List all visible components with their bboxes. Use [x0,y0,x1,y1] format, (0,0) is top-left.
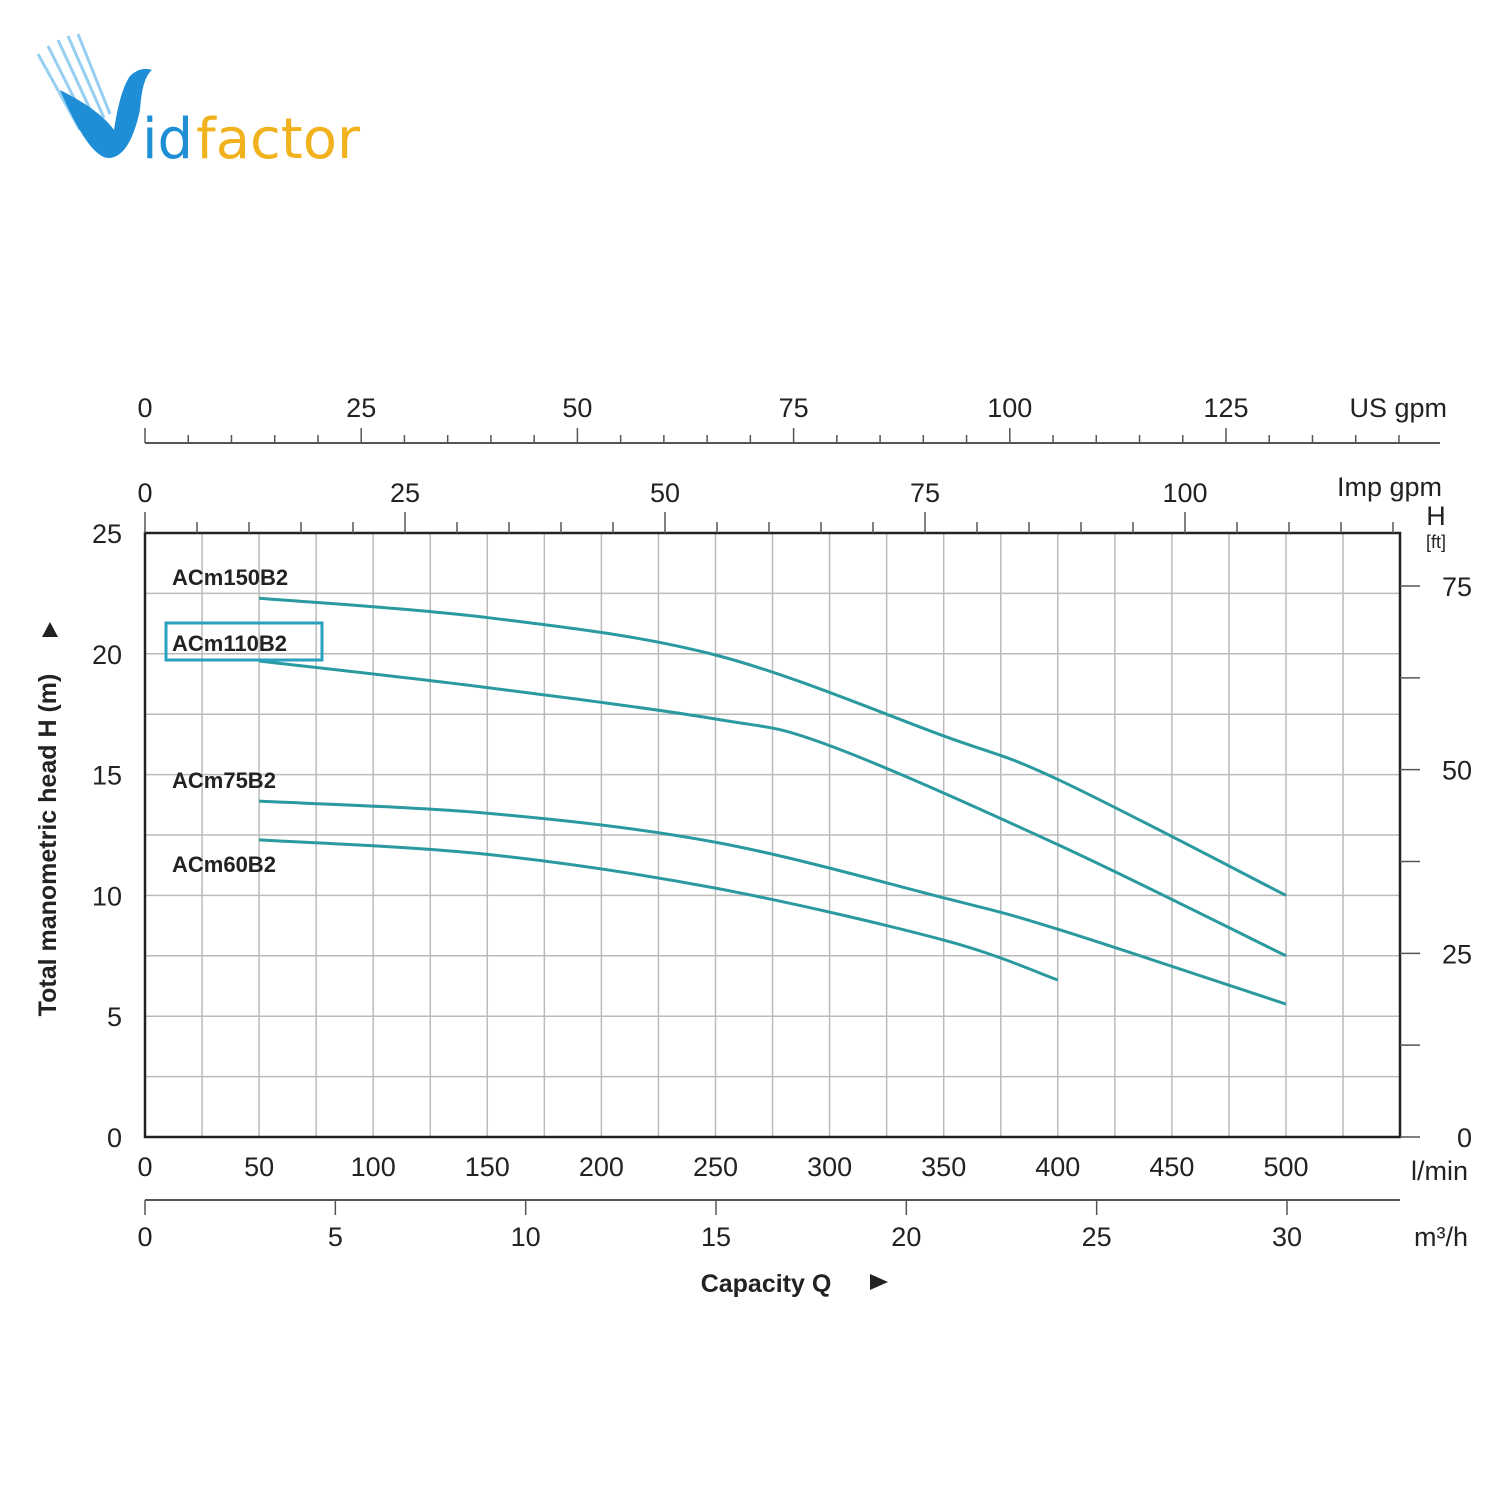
y-tick-label: 5 [107,1002,122,1032]
x-tick-label: 350 [921,1152,966,1182]
us-gpm-tick-label: 0 [137,393,152,423]
y-tick-label: 10 [92,881,122,911]
series-label: ACm75B2 [172,768,276,793]
us-gpm-tick-label: 125 [1203,393,1248,423]
imp-gpm-tick-label: 25 [390,478,420,508]
y-axis-arrow-icon [42,622,58,637]
y-tick-label: 15 [92,761,122,791]
x-axis-arrow-icon [870,1274,888,1290]
imp-gpm-tick-label: 0 [137,478,152,508]
x-tick-label: 100 [351,1152,396,1182]
m3h-tick-label: 0 [137,1222,152,1252]
x-tick-label: 250 [693,1152,738,1182]
y-tick-label: 25 [92,519,122,549]
m3h-tick-label: 25 [1082,1222,1112,1252]
ft-tick-label: 25 [1442,939,1472,969]
series-label: ACm110B2 [172,631,287,656]
curve-acm110b2 [258,659,1287,958]
curve-acm150b2 [258,596,1287,897]
us-gpm-tick-label: 75 [779,393,809,423]
imp-gpm-tick-label: 100 [1162,478,1207,508]
m3h-tick-label: 5 [328,1222,343,1252]
highlight-box [164,621,324,662]
us-gpm-tick-label: 100 [987,393,1032,423]
us-gpm-tick-label: 50 [562,393,592,423]
logo-text-id: id [142,107,193,170]
x-tick-label: 300 [807,1152,852,1182]
x-tick-label: 200 [579,1152,624,1182]
x-tick-label: 500 [1263,1152,1308,1182]
y-tick-label: 0 [107,1123,122,1153]
series-label: ACm150B2 [172,565,288,590]
m3h-tick-label: 20 [891,1222,921,1252]
curve-acm75b2 [259,799,1287,1006]
ft-unit-label: [ft] [1426,532,1446,552]
x-tick-label: 150 [465,1152,510,1182]
x-tick-label: 400 [1035,1152,1080,1182]
logo-bird-v [60,68,152,159]
y-tick-label: 20 [92,640,122,670]
ft-tick-label: 75 [1442,572,1472,602]
us-gpm-tick-label: 25 [346,393,376,423]
m3h-unit-label: m³/h [1414,1222,1468,1252]
y-axis-title: Total manometric head H (m) [34,674,62,1017]
ft-axis-label: H [1426,501,1446,531]
imp-gpm-tick-label: 50 [650,478,680,508]
ft-tick-label: 50 [1442,756,1472,786]
vidfactor-logo: id factor [30,30,390,175]
m3h-tick-label: 10 [511,1222,541,1252]
imp-gpm-unit-label: Imp gpm [1337,472,1442,502]
x-unit-label: l/min [1411,1156,1468,1186]
ft-tick-label: 0 [1457,1123,1472,1153]
x-tick-label: 0 [137,1152,152,1182]
us-gpm-unit-label: US gpm [1349,393,1447,423]
imp-gpm-tick-label: 75 [910,478,940,508]
series-label: ACm60B2 [172,852,276,877]
x-axis-title: Capacity Q [701,1270,832,1298]
curve-acm60b2 [259,838,1059,982]
m3h-tick-label: 30 [1272,1222,1302,1252]
plot-frame [143,531,1402,1139]
x-tick-label: 50 [244,1152,274,1182]
logo-text-factor: factor [196,107,361,170]
m3h-tick-label: 15 [701,1222,731,1252]
x-tick-label: 450 [1149,1152,1194,1182]
